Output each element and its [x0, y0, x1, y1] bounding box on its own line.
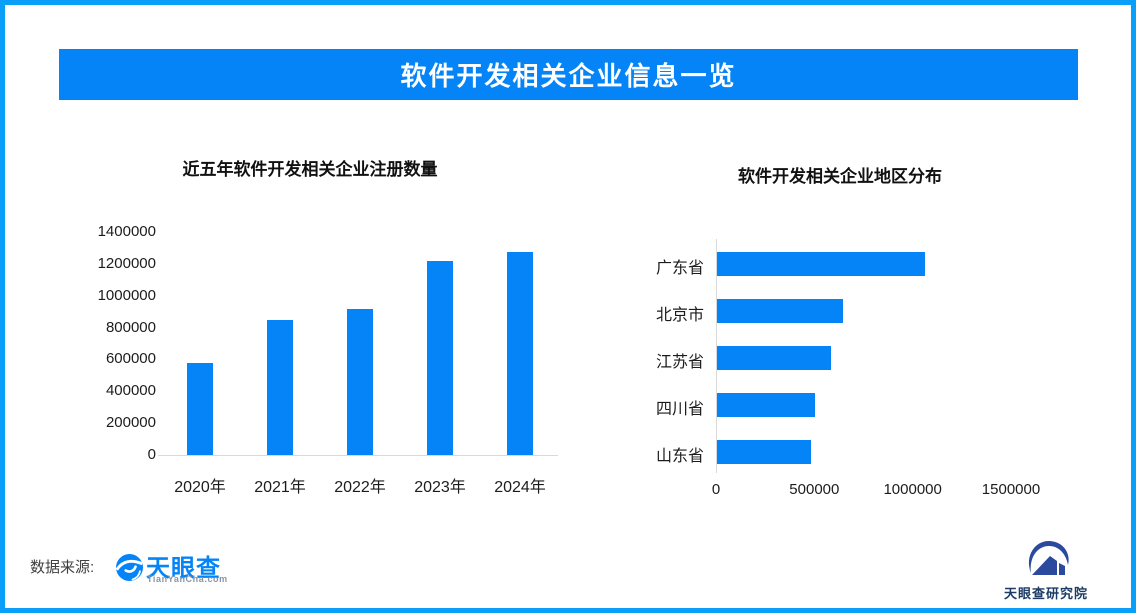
research-institute-name: 天眼查研究院: [1003, 586, 1088, 601]
x-axis-category-label: 2020年: [174, 479, 226, 496]
x-axis-tick-label: 0: [711, 481, 721, 498]
x-axis-category-label: 2022年: [334, 479, 386, 496]
chart-bar: [267, 320, 293, 455]
chart-bar: [427, 261, 453, 455]
page-title-banner: 软件开发相关企业信息一览: [59, 49, 1078, 100]
chart-bar: [717, 299, 843, 323]
chart-bar: [717, 440, 811, 464]
data-source-label: 数据来源:: [30, 559, 95, 576]
x-axis-baseline: [158, 455, 558, 456]
chart-bar: [187, 363, 213, 455]
chart-bar: [717, 252, 925, 276]
chart-bar: [717, 393, 815, 417]
x-axis-category-label: 2023年: [414, 479, 466, 496]
category-label: 广东省: [655, 260, 704, 277]
x-axis-tick-label: 1000000: [883, 481, 942, 498]
category-label: 江苏省: [655, 354, 704, 371]
y-axis-tick-label: 600000: [105, 350, 156, 368]
y-axis-tick-label: 200000: [105, 414, 156, 432]
x-axis-category-label: 2021年: [254, 479, 306, 496]
y-axis-tick-label: 400000: [105, 382, 156, 400]
registrations-chart-title: 近五年软件开发相关企业注册数量: [182, 160, 438, 179]
tianyancha-name: 天眼查: [146, 555, 221, 582]
chart-bar: [717, 346, 831, 370]
category-label: 山东省: [655, 448, 704, 465]
x-axis-category-label: 2024年: [494, 479, 546, 496]
regions-chart-title: 软件开发相关企业地区分布: [738, 167, 942, 186]
y-axis-tick-label: 1400000: [97, 223, 156, 240]
x-axis-tick-label: 500000: [789, 481, 840, 498]
page-title: 软件开发相关企业信息一览: [400, 61, 737, 91]
y-axis-baseline: [716, 239, 717, 473]
research-institute-icon: [1028, 540, 1069, 575]
y-axis-tick-label: 0: [147, 446, 156, 463]
chart-bar: [507, 252, 533, 455]
research-institute-logo: 天眼查研究院: [998, 537, 1094, 601]
chart-bar: [347, 309, 373, 455]
tianyancha-logo: 天眼查 TianYanCha.com: [116, 552, 266, 592]
y-axis-tick-label: 1200000: [97, 254, 156, 272]
x-axis-tick-label: 1500000: [981, 481, 1041, 498]
tianyancha-eye-icon: [116, 554, 143, 581]
category-label: 北京市: [655, 307, 704, 324]
y-axis-tick-label: 1000000: [97, 286, 156, 304]
tianyancha-domain: TianYanCha.com: [147, 574, 228, 584]
category-label: 四川省: [655, 401, 704, 418]
y-axis-tick-label: 800000: [105, 318, 156, 336]
